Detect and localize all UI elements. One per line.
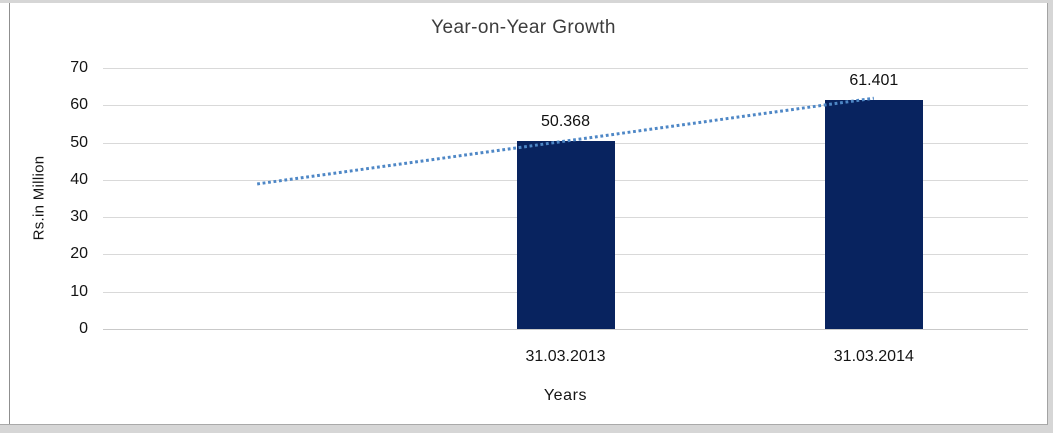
x-axis-title: Years — [543, 387, 588, 404]
y-tick-label: 0 — [79, 320, 88, 337]
bar — [516, 141, 615, 329]
bar-value-label: 61.401 — [849, 72, 899, 90]
bar-value-label: 50.368 — [541, 113, 590, 131]
y-tick-label: 70 — [70, 59, 88, 76]
x-tick-label: 31.03.2014 — [833, 348, 914, 365]
gridline — [103, 68, 1028, 69]
y-tick-label: 30 — [70, 208, 88, 226]
y-tick-label: 50 — [70, 133, 88, 151]
chart-frame: Year-on-Year Growth Rs.in Million Years … — [0, 3, 1048, 425]
y-tick-label: 10 — [70, 282, 88, 300]
x-axis-line — [103, 329, 1028, 330]
chart-title: Year-on-Year Growth — [431, 17, 616, 38]
chart-frame-left-border — [9, 3, 10, 424]
x-tick-label: 31.03.2013 — [525, 348, 606, 365]
y-tick-label: 40 — [70, 170, 88, 188]
y-axis-title: Rs.in Million — [30, 155, 48, 241]
y-tick-label: 60 — [70, 96, 88, 114]
bar — [824, 100, 923, 329]
y-tick-label: 20 — [70, 245, 88, 263]
